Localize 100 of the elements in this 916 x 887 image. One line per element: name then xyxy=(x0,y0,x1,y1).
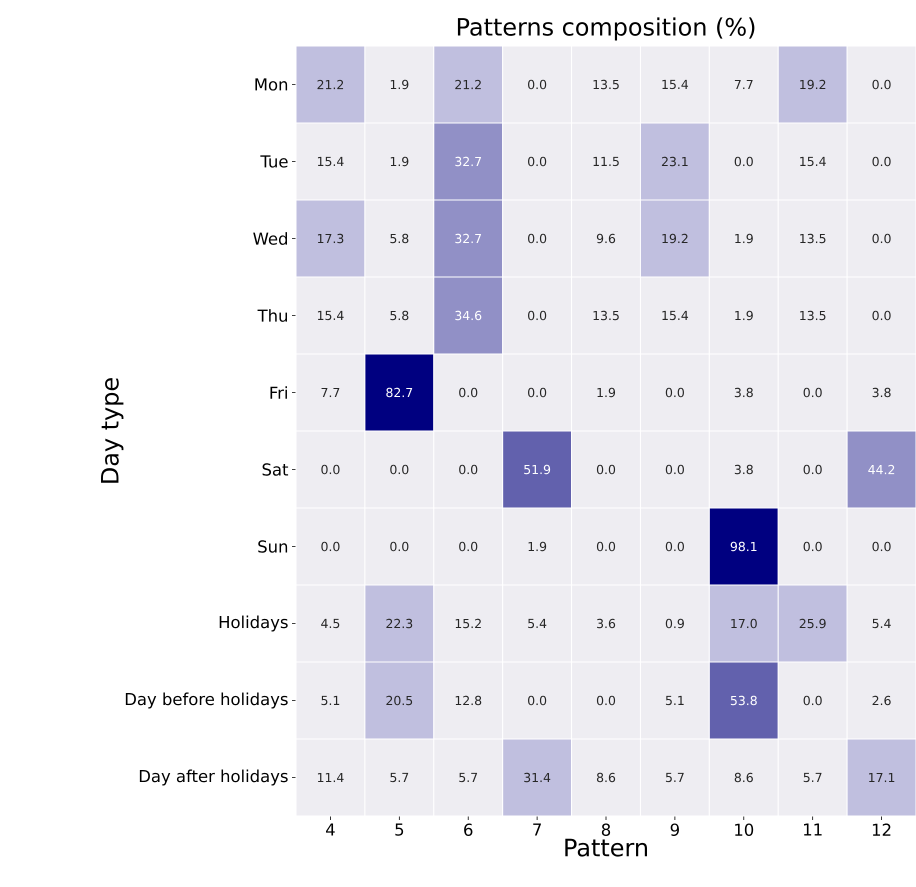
y-tick-label: Mon xyxy=(255,78,288,91)
data-label: 0.0 xyxy=(528,156,546,166)
x-tick-label: 6 xyxy=(464,824,472,836)
data-label: 1.9 xyxy=(390,156,408,166)
data-label: 5.1 xyxy=(321,696,340,706)
y-tick-label: Sat xyxy=(262,463,288,476)
data-label: 0.0 xyxy=(596,542,616,552)
data-label: 5.7 xyxy=(804,772,822,782)
data-label: 5.4 xyxy=(872,618,891,628)
y-tick-label: Day before holidays xyxy=(126,692,288,708)
data-label: 5.7 xyxy=(666,772,684,782)
data-label: 25.9 xyxy=(800,618,826,628)
data-label: 4.5 xyxy=(321,618,340,628)
data-label: 7.7 xyxy=(734,80,753,90)
data-label: 0.0 xyxy=(528,310,546,320)
data-label: 13.5 xyxy=(594,80,619,90)
data-label: 0.0 xyxy=(666,542,684,552)
data-label: 1.9 xyxy=(528,542,546,552)
data-label: 0.0 xyxy=(804,542,822,552)
data-label: 0.0 xyxy=(390,464,408,474)
data-label: 0.0 xyxy=(459,464,478,474)
x-tick-label: 5 xyxy=(395,824,404,836)
data-label: 0.0 xyxy=(734,156,753,166)
data-label: 7.7 xyxy=(322,388,340,398)
data-label: 0.0 xyxy=(872,80,891,90)
data-label: 13.5 xyxy=(800,310,826,320)
data-label: 53.8 xyxy=(730,696,757,706)
data-label: 9.6 xyxy=(596,234,616,244)
data-label: 0.0 xyxy=(804,388,822,398)
data-label: 13.5 xyxy=(800,234,826,244)
data-label: 1.9 xyxy=(735,310,753,320)
x-tick-label: 10 xyxy=(735,824,754,836)
data-label: 15.4 xyxy=(662,310,688,320)
data-label: 1.9 xyxy=(597,388,616,398)
data-label: 0.0 xyxy=(459,388,478,398)
y-tick-label: Fri xyxy=(270,386,287,399)
data-label: 0.0 xyxy=(596,464,616,474)
data-label: 5.7 xyxy=(459,772,478,782)
data-label: 2.6 xyxy=(872,696,891,706)
data-label: 15.4 xyxy=(662,80,688,90)
data-label: 3.8 xyxy=(734,464,753,474)
data-label: 5.4 xyxy=(528,618,546,628)
data-label: 5.8 xyxy=(390,234,408,244)
x-tick-label: 12 xyxy=(872,824,890,836)
data-label: 3.6 xyxy=(597,618,616,628)
data-label: 0.0 xyxy=(804,696,822,706)
x-tick-label: 7 xyxy=(533,824,541,836)
y-tick-label: Holidays xyxy=(220,616,288,632)
data-label: 0.0 xyxy=(666,464,684,474)
data-label: 0.0 xyxy=(459,542,478,552)
data-label: 23.1 xyxy=(662,156,688,166)
data-label: 0.0 xyxy=(321,542,340,552)
data-label: 1.9 xyxy=(735,234,753,244)
data-label: 0.0 xyxy=(872,156,891,166)
data-label: 3.8 xyxy=(872,388,891,398)
data-label: 0.0 xyxy=(872,542,891,552)
data-label: 8.6 xyxy=(596,772,616,782)
data-label: 5.1 xyxy=(666,696,684,706)
data-label: 20.5 xyxy=(386,696,412,706)
data-label: 1.9 xyxy=(390,80,408,90)
data-label: 22.3 xyxy=(386,618,412,628)
x-tick-label: 8 xyxy=(602,824,610,836)
data-label: 0.0 xyxy=(528,696,546,706)
y-tick-label: Tue xyxy=(260,155,288,168)
x-tick-label: 9 xyxy=(670,824,679,836)
data-label: 32.7 xyxy=(455,156,482,166)
data-label: 0.0 xyxy=(872,310,891,320)
y-tick-label: Wed xyxy=(253,232,287,245)
data-label: 5.8 xyxy=(390,310,408,320)
data-label: 21.2 xyxy=(455,80,481,90)
data-label: 15.4 xyxy=(318,310,344,320)
x-tick-label: 4 xyxy=(326,824,335,836)
data-label: 0.0 xyxy=(872,234,891,244)
y-axis-title: Day type xyxy=(101,378,124,483)
data-label: 51.9 xyxy=(524,464,550,474)
data-label: 3.8 xyxy=(734,388,753,398)
data-label: 98.1 xyxy=(730,542,756,552)
data-label: 0.0 xyxy=(804,464,822,474)
data-label: 0.0 xyxy=(321,464,340,474)
x-axis-title: Pattern xyxy=(565,838,647,857)
data-label: 19.2 xyxy=(800,80,826,90)
data-label: 17.3 xyxy=(318,234,344,244)
data-label: 44.2 xyxy=(868,464,894,474)
data-label: 15.2 xyxy=(456,618,481,628)
data-label: 0.0 xyxy=(528,234,546,244)
y-tick-label: Sun xyxy=(258,540,288,553)
data-label: 0.0 xyxy=(666,388,684,398)
data-label: 32.7 xyxy=(455,234,482,244)
data-label: 0.0 xyxy=(390,542,408,552)
data-label: 21.2 xyxy=(317,80,344,90)
data-label: 13.5 xyxy=(594,310,619,320)
data-label: 11.4 xyxy=(318,772,344,782)
data-label: 82.7 xyxy=(386,388,412,398)
data-label: 0.9 xyxy=(666,618,684,628)
data-label: 19.2 xyxy=(662,234,688,244)
chart-title: Patterns composition (%) xyxy=(458,17,754,40)
data-label: 11.5 xyxy=(594,156,619,166)
data-label: 34.6 xyxy=(455,310,482,320)
data-label: 0.0 xyxy=(528,80,546,90)
data-label: 0.0 xyxy=(528,388,546,398)
